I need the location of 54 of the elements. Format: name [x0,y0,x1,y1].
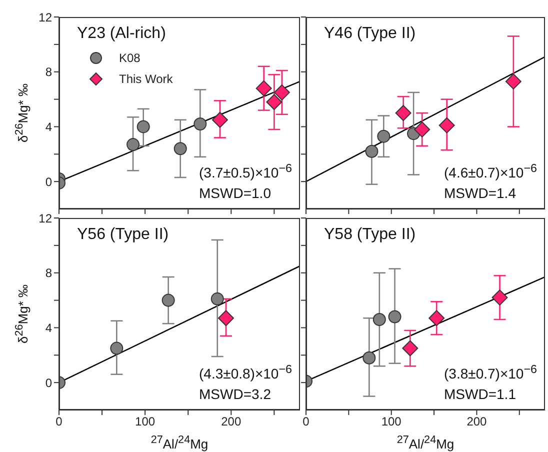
point [266,94,282,110]
y-tick-label: 12 [38,10,52,24]
point [174,142,187,156]
point [218,310,234,326]
point [505,73,522,90]
point [365,144,378,158]
y-tick-label: 8 [45,266,52,280]
annotation: (4.6±0.7)×10$^{−6}$ [444,161,537,183]
text: Y46 (Type II) [324,25,416,43]
point [428,310,445,326]
x-tick-label: 200 [466,414,488,429]
point [212,112,228,128]
y-tick-label: 8 [45,65,52,80]
point [210,292,224,306]
annotation: MSWD=1.1 [444,384,517,404]
y-tick-label: 0 [45,174,52,189]
x-axis-title: $^{27}$Al/$^{24}$Mg [150,434,208,452]
point [194,117,207,130]
text: Y58 (Type II) [324,226,416,244]
point [126,138,140,152]
point [395,105,412,121]
y-tick-label: 12 [38,211,52,226]
point [402,340,418,356]
point [136,120,150,134]
text: Y23 (Al-rich) [77,25,166,43]
x-axis-title: $^{27}$Al/$^{24}$Mg [396,434,454,452]
text: Y56 (Type II) [77,226,169,244]
y-tick-label: 4 [45,120,52,134]
legend-label: K08 [119,50,140,64]
annotation: (3.8±0.7)×10$^{−6}$ [444,362,537,384]
x-tick-label: 0 [302,414,310,429]
point [414,121,430,138]
x-tick-label: 0 [56,414,63,429]
point [274,84,290,100]
x-tick-label: 200 [221,414,242,429]
annotation: MSWD=1.4 [444,184,517,203]
x-tick-label: 100 [381,414,402,429]
point [110,342,124,355]
point [388,310,402,324]
annotation: MSWD=1.0 [199,184,272,203]
y-tick-label: 4 [45,320,52,335]
point [372,312,386,326]
point [438,117,455,134]
x-tick-label: 100 [135,414,156,429]
point [362,351,376,364]
y-tick-label: 0 [45,376,52,390]
point [377,130,390,143]
point [256,80,272,96]
annotation: MSWD=3.2 [199,384,272,404]
legend-label: This Work [119,72,173,86]
point [492,290,508,306]
annotation: (3.7±0.5)×10$^{−6}$ [199,161,292,183]
point [162,294,175,307]
annotation: (4.3±0.8)×10$^{−6}$ [199,362,292,384]
